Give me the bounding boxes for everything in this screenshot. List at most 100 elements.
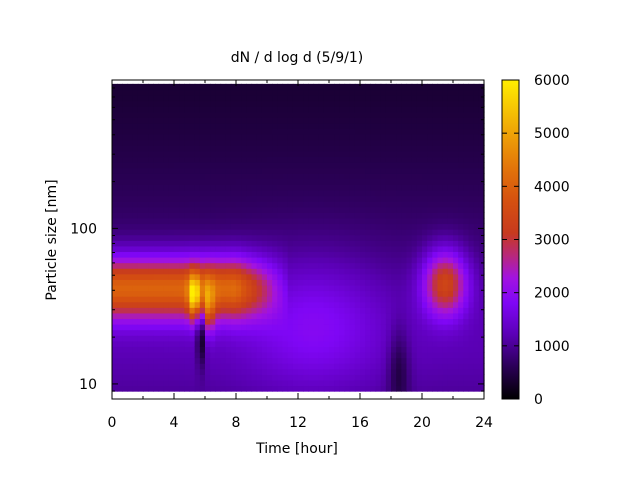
heatmap-cell — [401, 234, 408, 241]
heatmap-cell — [329, 128, 335, 135]
heatmap-cell — [261, 363, 268, 370]
heatmap-cell — [391, 89, 397, 96]
heatmap-cell — [334, 268, 340, 275]
heatmap-cell — [339, 273, 346, 280]
heatmap-cell — [391, 296, 397, 303]
heatmap-cell — [179, 106, 185, 113]
heatmap-cell — [122, 201, 129, 208]
heatmap-cell — [370, 145, 377, 152]
heatmap-cell — [194, 178, 201, 185]
heatmap-cell — [153, 178, 160, 185]
heatmap-cell — [318, 206, 325, 213]
heatmap-cell — [236, 312, 242, 320]
heatmap-cell — [334, 201, 340, 208]
heatmap-cell — [117, 290, 123, 297]
heatmap-cell — [391, 111, 397, 118]
heatmap-cell — [127, 117, 134, 124]
heatmap-cell — [287, 212, 294, 219]
heatmap-cell — [360, 251, 366, 258]
heatmap-cell — [158, 229, 165, 236]
heatmap-cell — [205, 257, 211, 264]
heatmap-cell — [143, 206, 149, 213]
heatmap-cell — [179, 95, 185, 102]
heatmap-cell — [323, 201, 330, 208]
heatmap-cell — [427, 240, 433, 247]
heatmap-cell — [344, 363, 351, 370]
heatmap-cell — [323, 363, 330, 370]
heatmap-cell — [365, 139, 371, 146]
heatmap-cell — [205, 279, 211, 286]
heatmap-cell — [137, 100, 144, 107]
heatmap-cell — [447, 150, 454, 158]
heatmap-cell — [458, 307, 464, 314]
heatmap-cell — [256, 212, 263, 219]
heatmap-cell — [391, 245, 397, 253]
heatmap-cell — [437, 257, 444, 264]
heatmap-cell — [422, 374, 428, 381]
heatmap-cell — [194, 173, 201, 180]
heatmap-cell — [453, 312, 459, 320]
heatmap-cell — [117, 268, 123, 275]
heatmap-cell — [406, 385, 413, 392]
heatmap-cell — [458, 100, 464, 107]
heatmap-cell — [442, 368, 449, 375]
heatmap-cell — [427, 189, 433, 197]
heatmap-cell — [401, 245, 408, 253]
heatmap-cell — [468, 273, 475, 280]
heatmap-cell — [344, 268, 351, 275]
heatmap-cell — [143, 329, 149, 336]
heatmap-cell — [241, 139, 247, 146]
heatmap-cell — [117, 357, 123, 364]
heatmap-cell — [272, 95, 278, 102]
heatmap-cell — [391, 385, 397, 392]
heatmap-cell — [272, 312, 278, 320]
heatmap-cell — [365, 284, 371, 292]
heatmap-cell — [246, 173, 253, 180]
heatmap-cell — [437, 134, 444, 141]
heatmap-cell — [318, 173, 325, 180]
heatmap-cell — [344, 189, 351, 197]
heatmap-cell — [323, 167, 330, 174]
heatmap-cell — [246, 212, 253, 219]
heatmap-cell — [215, 201, 222, 208]
heatmap-cell — [148, 234, 154, 241]
heatmap-cell — [411, 268, 418, 275]
heatmap-cell — [447, 212, 454, 219]
heatmap-cell — [174, 379, 180, 387]
heatmap-cell — [215, 251, 222, 258]
heatmap-cell — [411, 279, 418, 286]
heatmap-cell — [298, 257, 304, 264]
heatmap-cell — [184, 217, 191, 225]
heatmap-cell — [215, 346, 222, 353]
heatmap-cell — [463, 312, 470, 320]
heatmap-cell — [458, 122, 464, 130]
heatmap-cell — [427, 290, 433, 297]
heatmap-cell — [132, 357, 139, 364]
heatmap-cell — [132, 351, 139, 359]
heatmap-cell — [380, 134, 387, 141]
heatmap-cell — [261, 301, 268, 308]
heatmap-cell — [230, 106, 237, 113]
heatmap-cell — [122, 195, 129, 202]
heatmap-cell — [313, 290, 320, 297]
heatmap-cell — [112, 279, 118, 286]
heatmap-cell — [458, 290, 464, 297]
heatmap-cell — [220, 100, 227, 107]
heatmap-cell — [406, 296, 413, 303]
heatmap-cell — [132, 268, 139, 275]
heatmap-cell — [385, 229, 392, 236]
heatmap-cell — [179, 374, 185, 381]
heatmap-cell — [158, 167, 165, 174]
heatmap-cell — [158, 122, 165, 130]
heatmap-cell — [215, 122, 222, 130]
heatmap-cell — [261, 162, 268, 169]
heatmap-cell — [132, 251, 139, 258]
heatmap-cell — [210, 206, 216, 213]
heatmap-cell — [385, 106, 392, 113]
heatmap-cell — [391, 301, 397, 308]
heatmap-cell — [143, 340, 149, 347]
heatmap-cell — [303, 134, 309, 141]
heatmap-cell — [199, 89, 206, 96]
heatmap-cell — [391, 307, 397, 314]
heatmap-cell — [416, 268, 423, 275]
